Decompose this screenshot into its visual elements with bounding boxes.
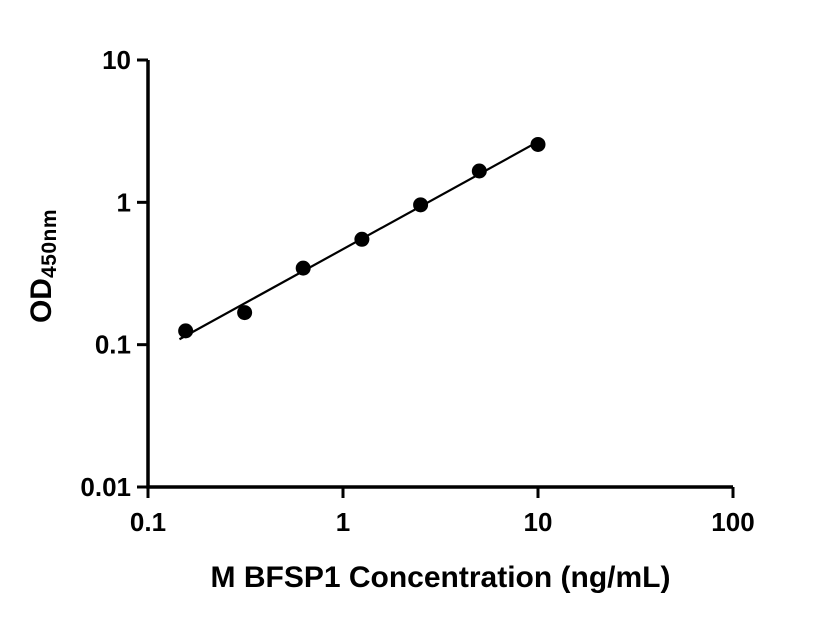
data-point — [295, 260, 311, 276]
y-axis-label-subscript: 450nm — [38, 208, 61, 279]
x-tick-label: 100 — [711, 507, 754, 537]
y-tick-label: 10 — [102, 45, 131, 75]
x-tick-label: 1 — [336, 507, 350, 537]
data-point — [530, 136, 546, 152]
y-tick-label: 0.01 — [80, 472, 131, 502]
data-point — [178, 323, 194, 339]
y-axis-label-main: OD — [25, 278, 58, 324]
data-point — [413, 197, 429, 213]
y-axis-label: OD450nm — [25, 208, 61, 324]
x-tick-label: 0.1 — [130, 507, 166, 537]
data-point — [354, 231, 370, 247]
y-tick-label: 1 — [117, 187, 131, 217]
y-tick-label: 0.1 — [95, 330, 131, 360]
x-tick-label: 10 — [524, 507, 553, 537]
axes — [146, 60, 733, 489]
x-axis-label: M BFSP1 Concentration (ng/mL) — [210, 561, 671, 594]
data-point — [471, 163, 487, 179]
data-point — [237, 305, 253, 321]
